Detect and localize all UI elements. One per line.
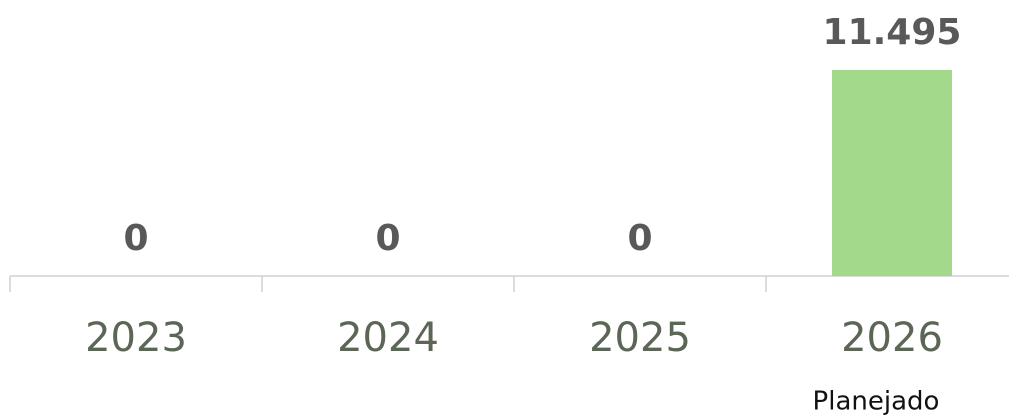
x-tick-label: 2024 bbox=[337, 315, 439, 361]
value-label: 0 bbox=[627, 218, 652, 259]
value-label: 0 bbox=[123, 218, 148, 259]
annotation: Planejado bbox=[813, 387, 940, 417]
value-label: 0 bbox=[375, 218, 400, 259]
x-tick-label: 2026 bbox=[841, 315, 943, 361]
value-label: 11.495 bbox=[823, 12, 962, 53]
x-tick-label: 2025 bbox=[589, 315, 691, 361]
x-tick-label: 2023 bbox=[85, 315, 187, 361]
bar bbox=[832, 70, 952, 276]
